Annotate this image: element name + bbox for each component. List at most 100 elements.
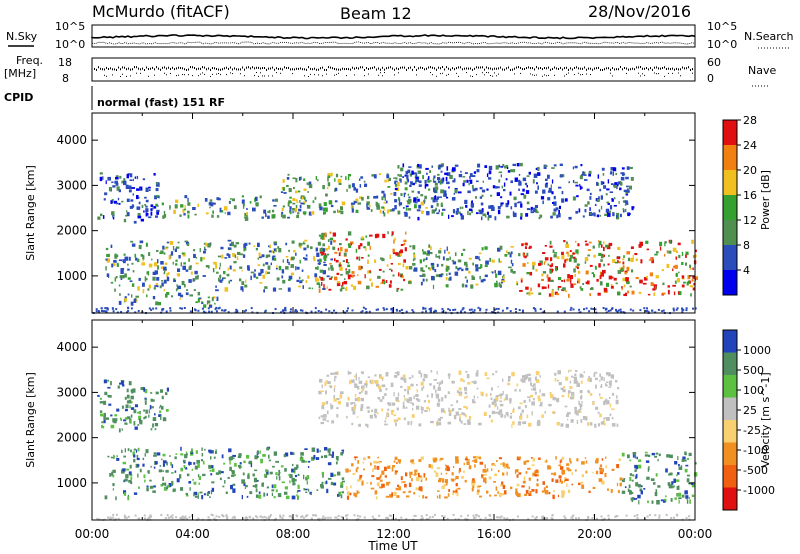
echo-cell [429, 267, 432, 271]
echo-cell [549, 269, 552, 274]
echo-cell [417, 170, 422, 174]
echo-cell [152, 417, 157, 421]
freq-mark [120, 68, 121, 71]
echo-cell [111, 199, 114, 204]
freq-mark [456, 67, 457, 70]
echo-cell [201, 301, 203, 303]
echo-cell [498, 282, 501, 287]
echo-cell [611, 423, 616, 427]
echo-cell [448, 214, 450, 219]
freq-mark [500, 66, 501, 69]
echo-cell [395, 252, 399, 256]
echo-cell [151, 399, 155, 402]
echo-cell [213, 517, 216, 520]
echo-cell [145, 187, 149, 192]
echo-cell [673, 478, 676, 483]
echo-cell [588, 241, 592, 244]
echo-cell [423, 473, 426, 478]
echo-cell [332, 232, 336, 237]
echo-cell [298, 276, 301, 280]
echo-cell [175, 453, 178, 455]
echo-cell [415, 394, 419, 397]
echo-cell [392, 274, 395, 277]
echo-cell [607, 517, 610, 520]
echo-cell [276, 265, 278, 268]
echo-cell [601, 458, 604, 461]
echo-cell [588, 376, 591, 380]
echo-cell [605, 465, 607, 469]
echo-cell [497, 406, 499, 410]
echo-cell [184, 240, 189, 243]
echo-cell [172, 245, 175, 251]
echo-cell [625, 192, 628, 195]
echo-cell [544, 460, 547, 463]
echo-cell [435, 393, 440, 396]
echo-cell [278, 469, 281, 475]
nave-mark [394, 74, 395, 76]
echo-cell [115, 308, 118, 311]
echo-cell [579, 403, 583, 407]
freq-mark [504, 68, 505, 71]
echo-cell [296, 491, 299, 494]
echo-cell [554, 372, 557, 376]
echo-cell [321, 402, 326, 406]
echo-cell [694, 462, 697, 465]
echo-cell [542, 271, 547, 274]
echo-cell [458, 391, 463, 395]
echo-cell [242, 472, 245, 476]
echo-cell [299, 244, 302, 249]
echo-cell [626, 251, 631, 255]
echo-cell [328, 200, 333, 205]
echo-cell [142, 178, 146, 181]
freq-mark [336, 68, 337, 71]
echo-cell [303, 488, 306, 491]
echo-cell [449, 256, 451, 260]
echo-cell [494, 186, 498, 189]
echo-cell [565, 376, 569, 381]
echo-cell [111, 516, 114, 519]
echo-cell [96, 517, 99, 520]
echo-cell [441, 515, 444, 517]
echo-cell [493, 308, 496, 311]
freq-mark [424, 68, 425, 71]
echo-cell [144, 453, 146, 457]
echo-cell [133, 421, 136, 426]
echo-cell [179, 474, 182, 479]
freq-mark [350, 68, 351, 71]
echo-cell [414, 204, 417, 209]
nave-mark [130, 75, 131, 77]
echo-cell [162, 482, 166, 486]
echo-cell [436, 203, 439, 207]
echo-cell [189, 294, 193, 297]
echo-cell [189, 265, 192, 268]
echo-cell [551, 179, 554, 184]
echo-cell [181, 517, 184, 519]
echo-cell [374, 518, 377, 521]
nave-mark [486, 72, 487, 73]
freq-mark [176, 67, 177, 70]
echo-cell [481, 247, 484, 251]
echo-cell [370, 487, 375, 490]
echo-cell [162, 453, 166, 457]
colorbar-tick-label: 100 [743, 384, 764, 397]
echo-cell [257, 242, 260, 247]
echo-cell [105, 258, 108, 261]
echo-cell [617, 246, 621, 250]
echo-cell [643, 307, 646, 310]
nave-mark [582, 74, 583, 75]
echo-cell [146, 213, 149, 216]
echo-cell [575, 370, 578, 373]
echo-cell [404, 187, 408, 191]
echo-cell [129, 419, 132, 424]
echo-cell [624, 208, 627, 212]
echo-cell [317, 179, 319, 182]
echo-cell [350, 204, 353, 209]
echo-cell [638, 291, 642, 294]
freq-mark [380, 68, 381, 71]
echo-cell [281, 309, 284, 312]
echo-cell [412, 407, 414, 411]
echo-cell [152, 206, 154, 210]
freq-mark [458, 66, 459, 69]
echo-cell [104, 495, 108, 500]
echo-cell [550, 394, 554, 399]
